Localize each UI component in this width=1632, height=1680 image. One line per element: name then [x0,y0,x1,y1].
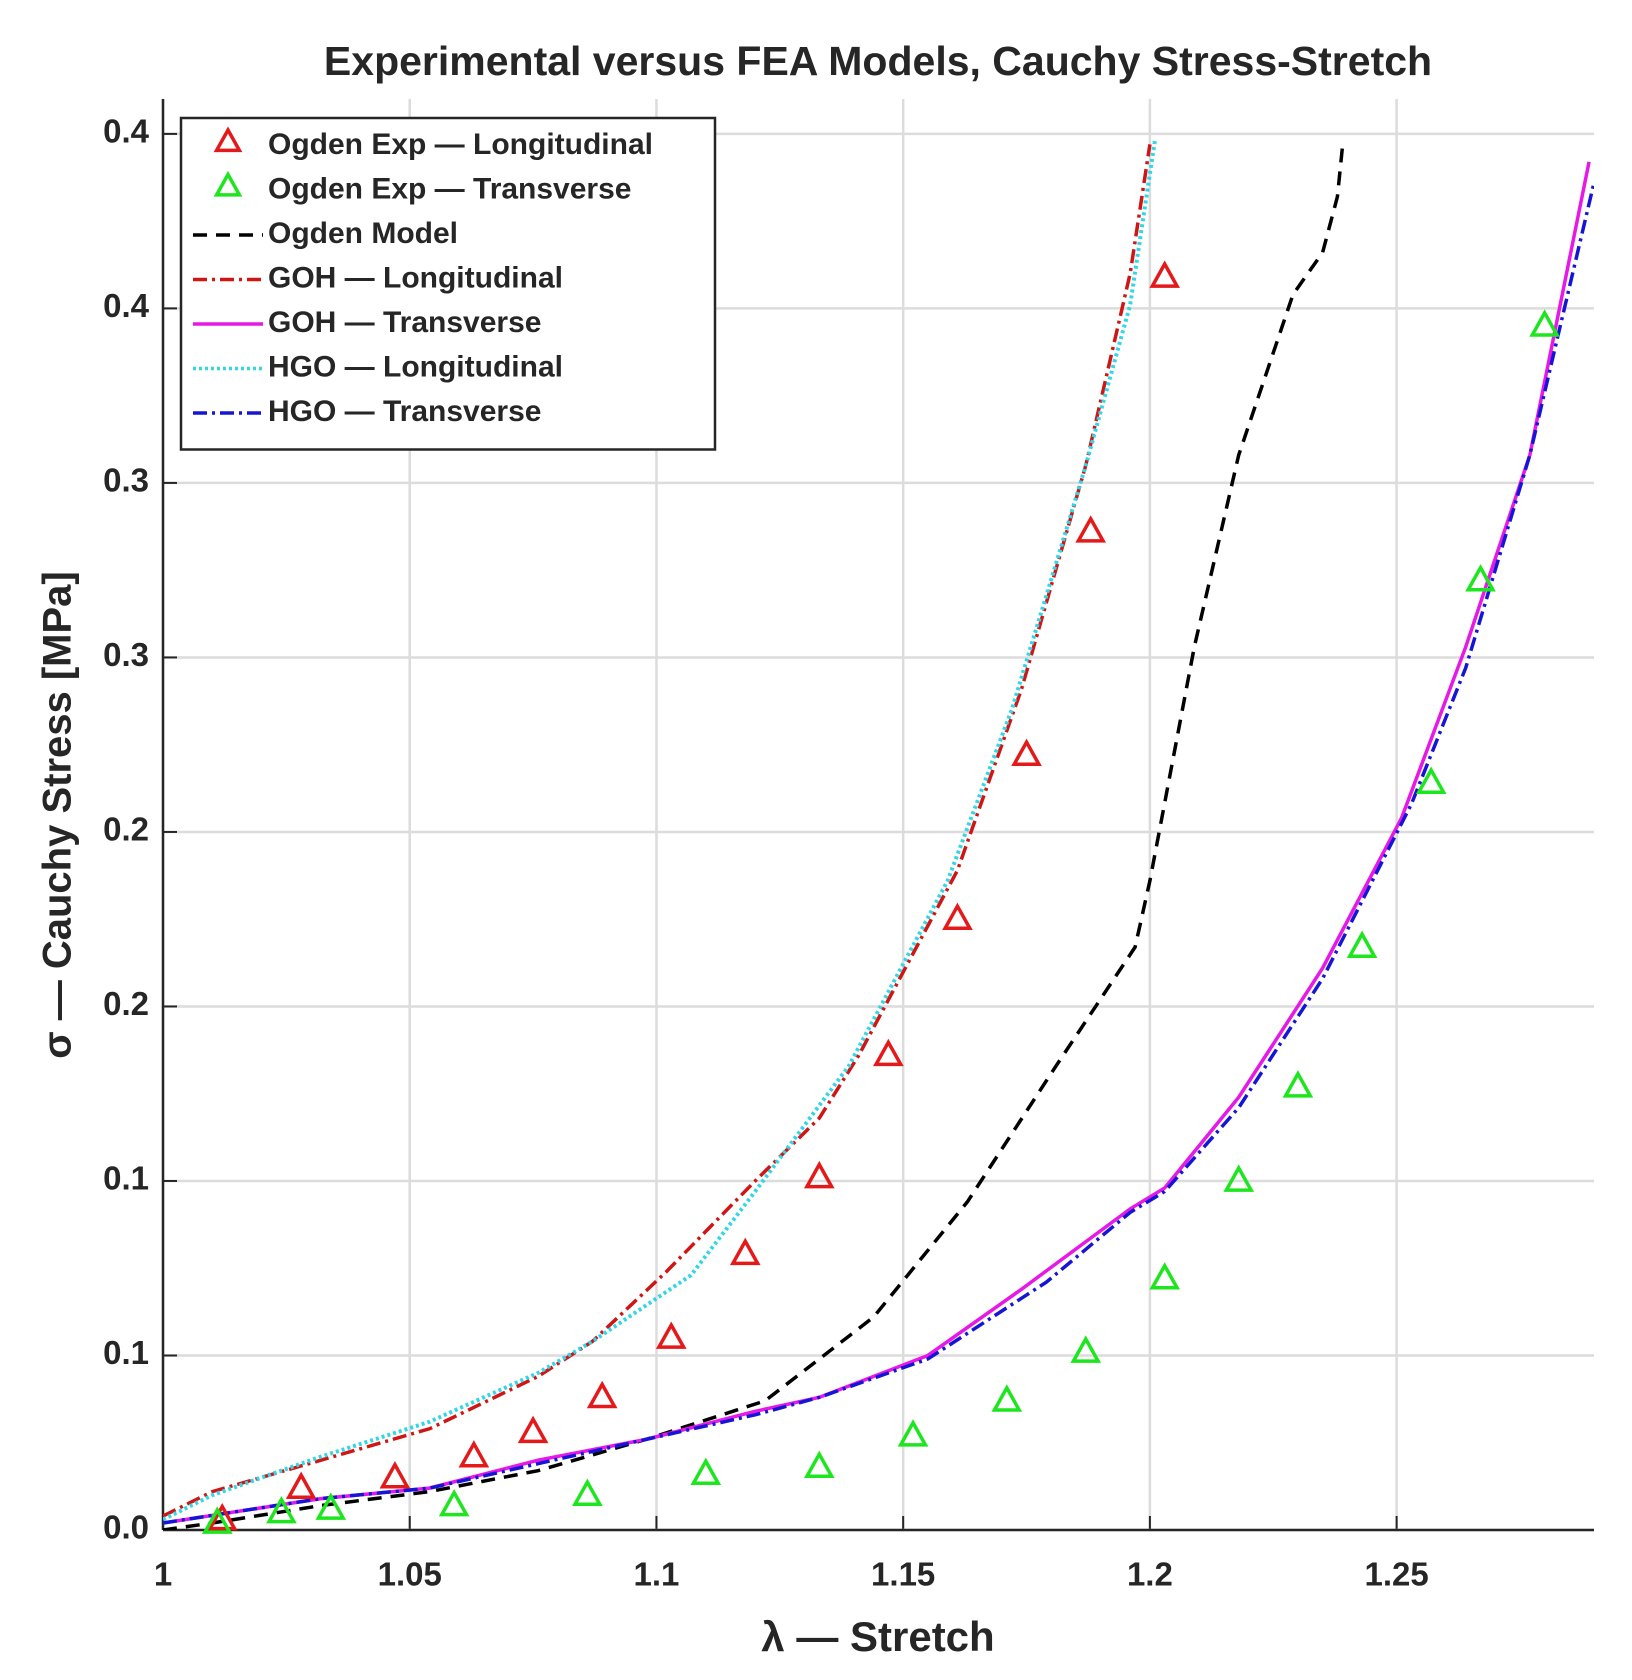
triangle-marker [517,1415,549,1444]
y-tick-label: 0.0 [103,1509,149,1546]
x-tick-label: 1 [154,1556,172,1593]
triangle-marker [897,1419,929,1447]
legend-label: HGO — Longitudinal [268,350,563,383]
legend-marker [213,126,243,153]
triangle-marker [379,1461,411,1489]
x-tick-label: 1.1 [634,1556,680,1593]
legend-label: Ogden Exp — Transverse [268,172,631,205]
triangle-marker [285,1471,317,1499]
triangle-marker [206,1502,238,1531]
triangle-marker [572,1478,603,1506]
series-line [163,182,1594,1525]
triangle-marker [873,1038,904,1067]
y-tick-label: 0.4 [103,113,150,150]
triangle-marker [1223,1164,1255,1192]
triangle-marker [803,1160,835,1189]
triangle-marker [201,1506,233,1534]
triangle-marker [1075,515,1107,543]
y-tick-label: 0.1 [103,1334,149,1371]
triangle-marker [438,1488,470,1517]
triangle-marker [458,1440,490,1468]
triangle-marker [1529,309,1560,337]
triangle-marker [729,1237,761,1266]
x-tick-label: 1.15 [871,1556,935,1593]
triangle-marker [1282,1070,1314,1098]
triangle-marker [942,902,973,931]
y-tick-label: 0.1 [103,1160,149,1197]
y-axis-label: σ — Cauchy Stress [MPa] [36,571,80,1059]
triangle-marker [1415,766,1447,794]
y-tick-label: 0.4 [103,287,150,324]
x-tick-label: 1.05 [378,1556,442,1593]
triangle-marker [1346,930,1378,958]
y-tick-label: 0.3 [103,636,149,673]
triangle-marker [1465,564,1496,592]
y-tick-label: 0.2 [103,985,149,1022]
plot-area [163,140,1594,1530]
legend-marker [213,170,243,197]
triangle-marker [586,1380,618,1409]
legend-label: Ogden Model [268,217,458,250]
triangle-marker [690,1457,722,1486]
y-tick-label: 0.2 [103,811,149,848]
triangle-marker [1011,738,1042,767]
legend-label: Ogden Exp — Longitudinal [268,128,653,161]
series-line [163,140,1157,1522]
legend-label: GOH — Transverse [268,306,541,339]
chart-title: Experimental versus FEA Models, Cauchy S… [324,38,1432,84]
triangle-marker [803,1450,835,1479]
triangle-marker [315,1492,347,1520]
legend-label: HGO — Transverse [268,395,541,428]
triangle-marker [1149,260,1181,288]
legend-label: GOH — Longitudinal [268,261,563,294]
legend-box [179,116,717,451]
triangle-marker [1070,1335,1102,1363]
triangle-marker [266,1495,297,1524]
triangle-marker [991,1384,1023,1412]
y-tick-label: 0.3 [103,462,149,499]
triangle-marker [655,1321,687,1349]
triangle-marker [1149,1262,1181,1290]
series-line [163,147,1345,1530]
series-line [163,161,1591,1525]
x-tick-label: 1.2 [1127,1556,1173,1593]
x-tick-label: 1.25 [1365,1556,1429,1593]
x-axis-label: λ — Stretch [761,1613,994,1660]
